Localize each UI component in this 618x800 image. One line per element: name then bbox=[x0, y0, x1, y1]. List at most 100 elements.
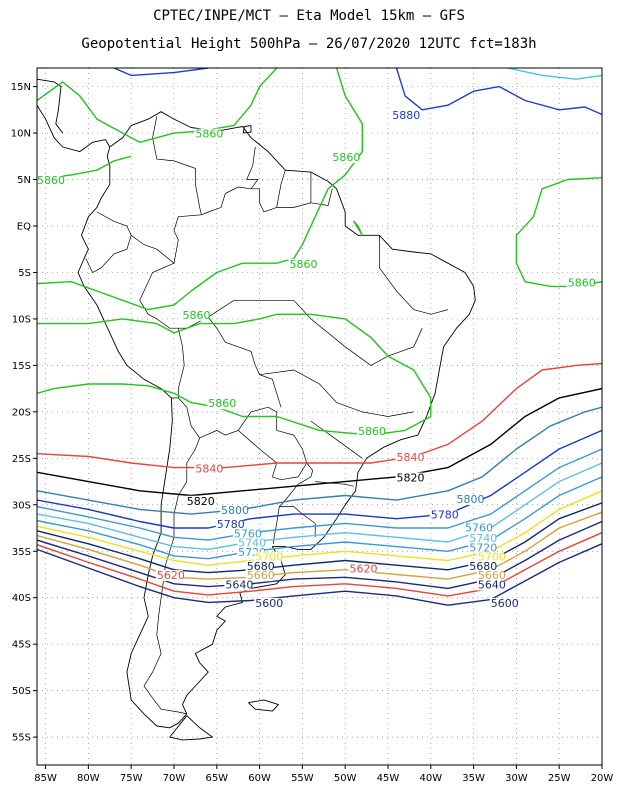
contour-label-bg bbox=[476, 551, 504, 563]
plot-frame bbox=[36, 67, 603, 766]
lat-tick-label: 30S bbox=[12, 500, 31, 511]
lat-tick-label: 35S bbox=[12, 547, 31, 558]
contour-label: 5660 bbox=[247, 569, 275, 582]
contour-label: 5620 bbox=[157, 569, 185, 582]
contour-label: 5700 bbox=[478, 551, 506, 564]
lat-tick-label: 15N bbox=[11, 82, 31, 93]
border-col-ven bbox=[152, 116, 202, 264]
contour-label: 5600 bbox=[255, 597, 283, 610]
contour-label-bg bbox=[489, 598, 517, 610]
contour-label-bg bbox=[232, 528, 260, 540]
contour-label-bg bbox=[395, 452, 423, 464]
border-bra-states-1 bbox=[259, 369, 414, 417]
lat-tick-label: 15S bbox=[12, 361, 31, 372]
contour-label: 5800 bbox=[221, 504, 249, 517]
border-col-ecu-per bbox=[85, 211, 132, 273]
border-col-per bbox=[130, 235, 179, 329]
coastline-central-america-n bbox=[37, 78, 64, 134]
contour-label-bg bbox=[476, 570, 504, 582]
contour-label: 5800 bbox=[456, 493, 484, 506]
contour-label-bg bbox=[348, 563, 376, 575]
contour-label-bg bbox=[224, 579, 252, 591]
contour-label-bg bbox=[245, 570, 273, 582]
lat-tick-label: 5S bbox=[18, 268, 31, 279]
lon-tick-label: 60W bbox=[248, 773, 271, 784]
contour-label-bg bbox=[391, 110, 419, 122]
contour-label-bg bbox=[455, 493, 483, 505]
contour-labels: 5880 5860 5860 5860 5860 5860 5860 5860 5860 5840… bbox=[37, 109, 596, 610]
border-bra-states-4 bbox=[379, 235, 448, 315]
contour-label-bg bbox=[245, 560, 273, 572]
contour-label: 5880 bbox=[392, 109, 420, 122]
contour-label-bg bbox=[331, 151, 359, 163]
contour-5860 bbox=[515, 177, 602, 288]
contour-label: 5860 bbox=[195, 128, 223, 141]
contour-label: 5860 bbox=[332, 151, 360, 164]
lon-tick-label: 65W bbox=[205, 773, 228, 784]
contour-label: 5780 bbox=[217, 518, 245, 531]
lon-tick-label: 40W bbox=[419, 773, 442, 784]
contour-label-bg bbox=[237, 546, 265, 558]
contour-label: 5860 bbox=[183, 309, 211, 322]
contour-label: 5820 bbox=[187, 495, 215, 508]
contour-5780 bbox=[37, 429, 602, 529]
border-guyanas-b bbox=[310, 188, 333, 206]
lat-tick-label: 40S bbox=[12, 593, 31, 604]
border-chi-arg bbox=[143, 437, 201, 715]
contour-label-bg bbox=[207, 398, 235, 410]
lon-tick-label: 35W bbox=[462, 773, 485, 784]
lon-tick-label: 20W bbox=[591, 773, 614, 784]
contour-label: 5860 bbox=[568, 276, 596, 289]
contour-label: 5620 bbox=[349, 563, 377, 576]
border-bra-states-5 bbox=[310, 420, 363, 459]
contour-lines bbox=[37, 68, 602, 606]
border-bra-states-2 bbox=[293, 300, 423, 366]
contour-5820 bbox=[37, 387, 602, 497]
contour-label-bg bbox=[395, 472, 423, 484]
contour-5880 bbox=[113, 68, 209, 77]
border-guyanas bbox=[276, 170, 312, 208]
contour-5640 bbox=[37, 520, 602, 590]
contour-5760 bbox=[37, 448, 602, 541]
contour-label-bg bbox=[254, 551, 282, 563]
contour-5620 bbox=[37, 532, 602, 597]
contour-label-bg bbox=[155, 570, 183, 582]
contour-label: 5720 bbox=[469, 541, 497, 554]
border-bra-states-6 bbox=[315, 481, 354, 487]
border-uru bbox=[279, 506, 316, 538]
lat-tick-label: 20S bbox=[12, 407, 31, 418]
border-per-bol-chi bbox=[177, 328, 277, 439]
contour-label: 5760 bbox=[465, 522, 493, 535]
contour-5860 bbox=[37, 68, 363, 311]
contour-5660 bbox=[37, 511, 602, 580]
lon-tick-label: 80W bbox=[77, 773, 100, 784]
contour-5740 bbox=[37, 462, 602, 551]
contour-label: 5780 bbox=[431, 509, 459, 522]
lat-tick-label: 10N bbox=[11, 129, 31, 140]
lon-tick-label: 50W bbox=[334, 773, 357, 784]
chart-title-line1: CPTEC/INPE/MCT – Eta Model 15km – GFS bbox=[153, 8, 465, 24]
lon-tick-label: 70W bbox=[163, 773, 186, 784]
contour-label-bg bbox=[215, 519, 243, 531]
contour-label: 5680 bbox=[469, 560, 497, 573]
contour-5860 bbox=[37, 313, 432, 436]
contour-label: 5700 bbox=[255, 551, 283, 564]
coastline-trinidad bbox=[242, 125, 252, 134]
contour-label: 5740 bbox=[238, 537, 266, 550]
contour-5840 bbox=[37, 362, 602, 469]
contour-label: 5760 bbox=[234, 527, 262, 540]
lon-tick-label: 25W bbox=[548, 773, 571, 784]
contour-label: 5660 bbox=[478, 569, 506, 582]
contour-label: 5600 bbox=[491, 597, 519, 610]
contour-label-bg bbox=[37, 175, 63, 187]
lat-tick-label: EQ bbox=[17, 221, 31, 232]
contour-label-bg bbox=[288, 258, 316, 270]
contour-label-bg bbox=[220, 505, 248, 517]
grid-lines bbox=[33, 68, 603, 769]
border-uru-w bbox=[272, 506, 280, 544]
contour-label-bg bbox=[468, 542, 496, 554]
coastline-malvinas bbox=[248, 699, 279, 712]
contour-label-bg bbox=[181, 309, 209, 321]
border-bol-bra bbox=[178, 316, 282, 408]
